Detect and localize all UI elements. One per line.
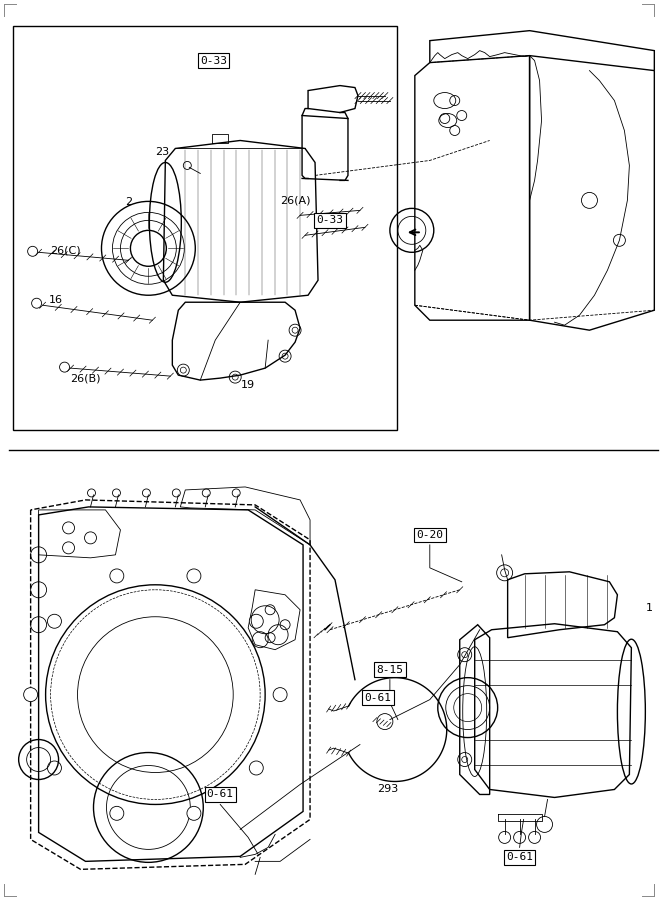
Text: 0-61: 0-61 [364,693,392,703]
Circle shape [187,569,201,583]
Circle shape [273,688,287,702]
Text: 0-33: 0-33 [317,215,344,225]
Text: 26(C): 26(C) [50,246,81,256]
Text: 26(B): 26(B) [70,374,101,383]
Text: 0-61: 0-61 [207,789,233,799]
Text: 293: 293 [378,785,398,795]
Text: 0-61: 0-61 [506,852,533,862]
Text: 23: 23 [155,148,169,157]
Text: 8-15: 8-15 [376,665,404,675]
Circle shape [249,615,263,628]
Circle shape [110,806,124,820]
Text: 2: 2 [125,197,132,207]
Circle shape [110,569,124,583]
Circle shape [23,688,37,702]
Text: 0-20: 0-20 [416,530,444,540]
Circle shape [47,761,61,775]
Circle shape [47,615,61,628]
Bar [13,26,397,430]
Text: 1: 1 [646,603,653,613]
Text: 16: 16 [49,295,63,305]
Circle shape [249,761,263,775]
Text: 0-33: 0-33 [199,56,227,66]
Text: 19: 19 [241,380,255,390]
Text: 26(A): 26(A) [280,195,310,205]
Circle shape [187,806,201,820]
